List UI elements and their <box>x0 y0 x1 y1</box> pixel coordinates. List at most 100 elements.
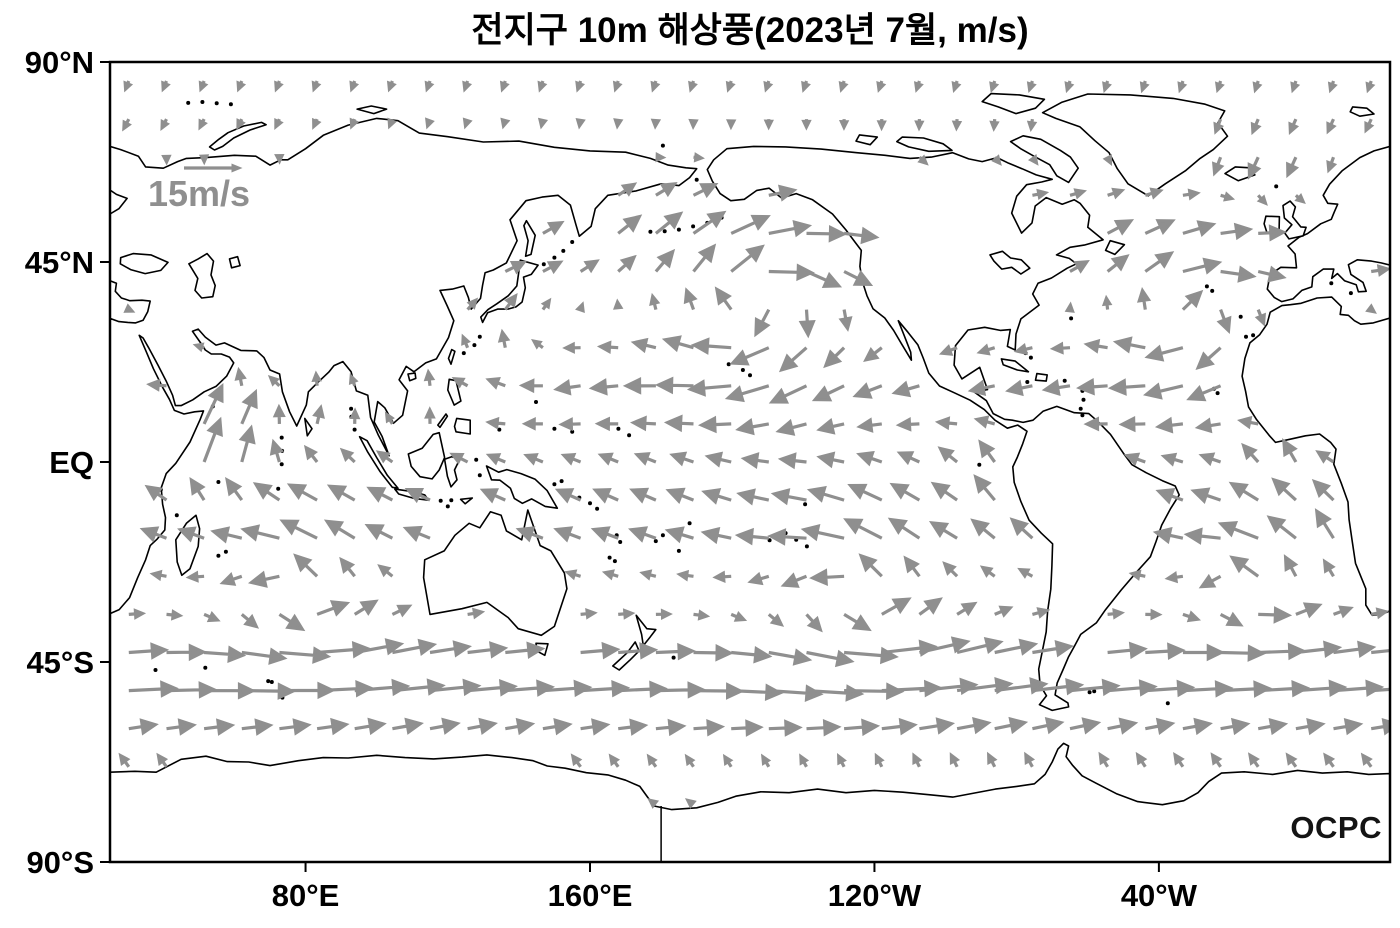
wind-arrow <box>1371 648 1390 655</box>
wind-arrow <box>1031 607 1051 619</box>
wind-arrow <box>1258 642 1307 661</box>
coastline-severnaya_zemlya <box>356 105 388 115</box>
wind-arrow <box>1144 717 1176 736</box>
island-dot <box>1078 406 1083 411</box>
wind-arrow <box>876 119 887 132</box>
wind-arrow <box>1210 752 1223 768</box>
wind-arrow <box>903 555 921 578</box>
wind-arrow <box>617 214 643 235</box>
wind-arrow <box>1182 680 1234 698</box>
wind-arrow <box>339 556 356 578</box>
wind-arrow <box>210 526 243 544</box>
coastline-sri_lanka <box>303 417 313 437</box>
wind-arrow <box>806 485 845 503</box>
wind-arrow <box>1252 80 1263 94</box>
wind-arrow <box>542 220 565 236</box>
island-dot <box>445 504 450 509</box>
island-dot <box>1244 334 1248 339</box>
coastline-taiwan <box>447 348 456 366</box>
wind-arrow <box>967 379 996 396</box>
wind-arrow <box>286 483 318 502</box>
coastline-victoria_island <box>895 136 953 153</box>
wind-arrow <box>1282 438 1298 463</box>
wind-arrow <box>763 119 774 131</box>
wind-arrow <box>843 718 881 737</box>
wind-arrow <box>560 452 582 466</box>
wind-arrow <box>1027 154 1039 166</box>
wind-arrow <box>1049 341 1071 355</box>
wind-arrow <box>1295 602 1323 619</box>
wind-arrow <box>204 681 257 700</box>
wind-arrow <box>987 751 998 768</box>
coastline-hainan <box>407 372 417 382</box>
island-dot <box>552 426 557 431</box>
wind-arrow <box>684 798 697 809</box>
wind-arrow <box>1214 80 1225 94</box>
wind-arrow <box>467 607 486 620</box>
wind-arrow <box>1237 415 1259 430</box>
wind-arrow <box>768 263 815 282</box>
island-dot <box>1081 397 1086 402</box>
wind-arrow <box>847 483 883 502</box>
wind-arrow <box>973 474 996 502</box>
y-tick-label: 90°S <box>26 845 94 880</box>
wind-arrow <box>1118 416 1146 433</box>
coastline-sumatra <box>358 435 399 490</box>
wind-arrow <box>1333 717 1364 736</box>
wind-arrow <box>778 346 808 373</box>
wind-arrow <box>1371 687 1390 693</box>
wind-arrow <box>1106 254 1130 273</box>
island-dot <box>1062 378 1067 383</box>
wind-arrow <box>1017 567 1034 579</box>
wind-arrow <box>1333 640 1377 659</box>
wind-arrow <box>339 447 356 464</box>
wind-arrow <box>1143 382 1184 400</box>
wind-arrow <box>688 80 698 93</box>
wind-arrow <box>934 416 958 431</box>
island-dot <box>803 502 808 507</box>
wind-arrow <box>349 80 360 93</box>
coastline-great_britain <box>1282 200 1307 240</box>
wind-arrow <box>895 416 920 432</box>
wind-arrow <box>836 752 847 768</box>
ocpc-logo: OCPC <box>1290 810 1382 845</box>
wind-arrow <box>1123 452 1146 467</box>
wind-arrow <box>160 118 171 131</box>
wind-arrow <box>617 182 638 197</box>
wind-arrow <box>768 648 813 666</box>
island-dot <box>1329 281 1334 286</box>
coastline-iceland <box>1224 166 1256 182</box>
wind-arrow <box>1173 752 1185 768</box>
wind-arrow <box>1220 191 1236 202</box>
wind-arrow <box>655 608 673 620</box>
wind-arrow <box>166 681 218 699</box>
island-dot <box>607 555 612 560</box>
island-dot <box>648 229 653 234</box>
wind-arrow <box>650 118 662 130</box>
island-dot <box>1028 355 1033 360</box>
wind-arrow <box>683 287 698 311</box>
wind-arrow <box>467 717 498 735</box>
wind-arrow <box>1112 336 1146 354</box>
island-dot <box>570 240 575 244</box>
wind-arrow <box>189 476 206 501</box>
coastline-timor <box>459 497 474 505</box>
coastline-madagascar <box>175 514 201 577</box>
island-dot <box>279 462 284 467</box>
wind-arrow <box>1107 641 1148 660</box>
wind-arrow <box>843 226 880 245</box>
wind-arrow <box>278 613 306 632</box>
wind-arrow <box>655 681 706 699</box>
wind-arrow <box>499 80 510 93</box>
coastline-svalbard <box>1349 106 1375 117</box>
wind-arrow <box>1076 377 1108 396</box>
wind-arrow <box>553 526 582 543</box>
wind-arrow <box>123 303 136 313</box>
wind-arrow <box>1241 442 1260 464</box>
wind-arrow <box>377 564 394 578</box>
wind-arrow <box>1032 640 1074 658</box>
wind-arrow <box>594 416 619 432</box>
wind-arrow <box>1220 265 1257 283</box>
coastline-sakhalin <box>523 219 537 258</box>
wind-arrow <box>234 366 247 387</box>
